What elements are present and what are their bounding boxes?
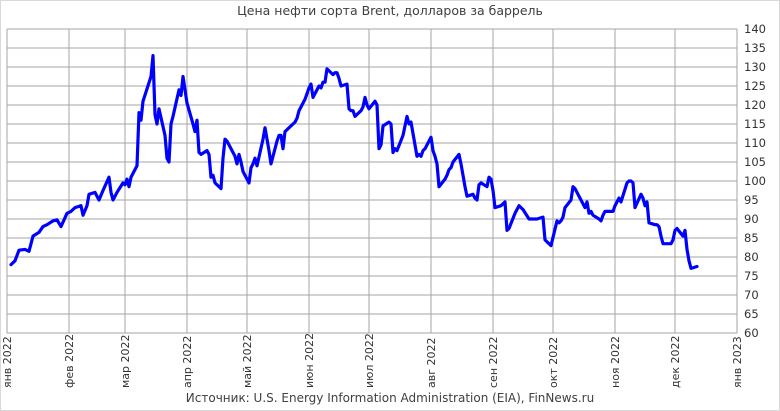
chart-title: Цена нефти сорта Brent, долларов за барр…	[237, 3, 543, 18]
y-tick-label: 105	[744, 155, 766, 169]
y-tick-label: 90	[744, 212, 759, 226]
source-caption: Источник: U.S. Energy Information Admini…	[185, 391, 595, 405]
x-tick-label: фев 2022	[63, 334, 76, 388]
y-tick-label: 100	[744, 174, 766, 188]
y-tick-label: 70	[744, 288, 759, 302]
y-tick-label: 85	[744, 231, 759, 245]
x-tick-label: июл 2022	[363, 333, 376, 388]
y-tick-label: 125	[744, 79, 766, 93]
y-tick-label: 75	[744, 269, 759, 283]
x-tick-label: апр 2022	[181, 336, 194, 388]
y-tick-label: 60	[744, 326, 759, 340]
y-tick-label: 80	[744, 250, 759, 264]
y-tick-label: 120	[744, 98, 766, 112]
y-tick-label: 110	[744, 136, 766, 150]
x-tick-label: мар 2022	[119, 334, 132, 388]
x-tick-label: май 2022	[241, 334, 254, 388]
y-tick-label: 135	[744, 41, 766, 55]
x-tick-label: сен 2022	[487, 337, 500, 389]
x-tick-label: янв 2023	[731, 336, 744, 388]
gridlines	[6, 28, 738, 334]
x-tick-label: ноя 2022	[609, 336, 622, 388]
y-tick-label: 130	[744, 60, 766, 74]
x-tick-label: окт 2022	[547, 337, 560, 388]
brent-price-line	[9, 53, 699, 270]
x-tick-label: янв 2022	[1, 336, 14, 388]
x-tick-label: июн 2022	[303, 333, 316, 388]
y-tick-label: 95	[744, 193, 759, 207]
x-axis-ticks: янв 2022 фев 2022 мар 2022 апр 2022 май 2022…	[1, 333, 744, 388]
y-axis-ticks: 60 65 70 75 80 85 90 95 100 105 110 115 120 125 130 135…	[744, 22, 766, 340]
y-tick-label: 65	[744, 307, 759, 321]
y-tick-label: 115	[744, 117, 766, 131]
y-tick-label: 140	[744, 22, 766, 36]
x-tick-label: дек 2022	[669, 335, 682, 388]
x-tick-label: авг 2022	[425, 338, 438, 389]
